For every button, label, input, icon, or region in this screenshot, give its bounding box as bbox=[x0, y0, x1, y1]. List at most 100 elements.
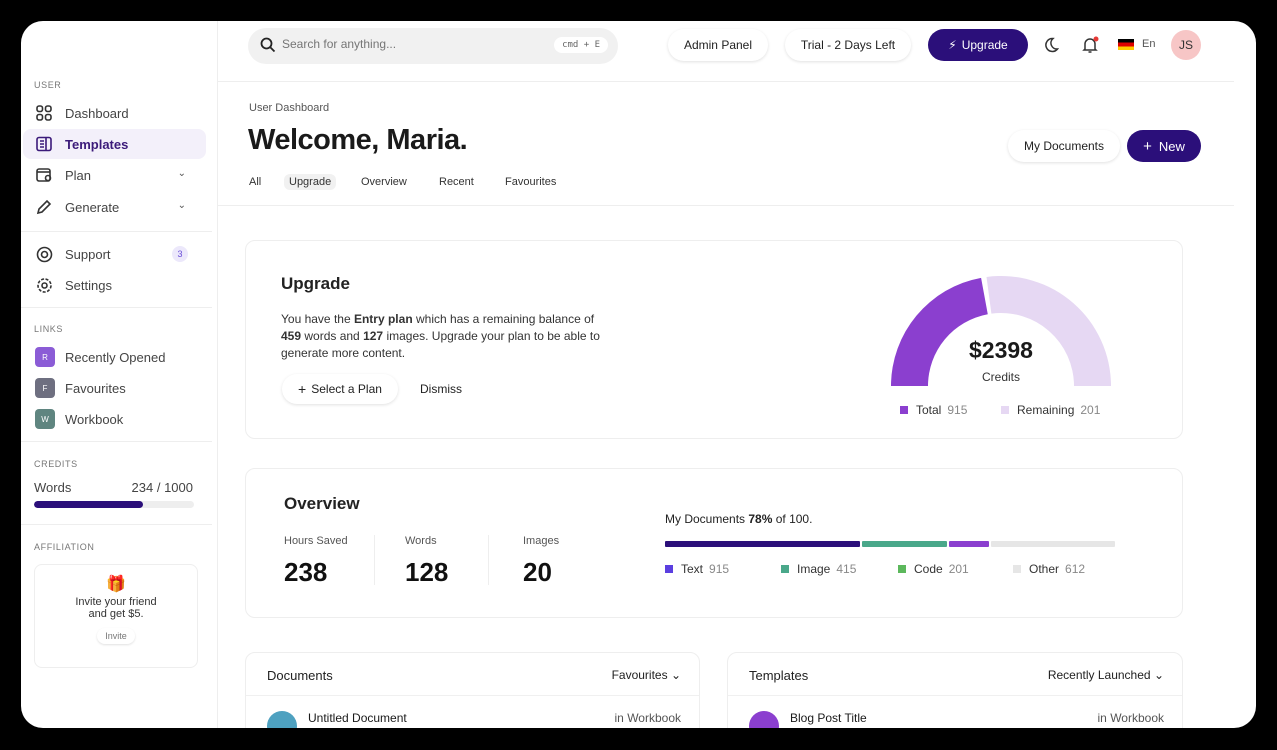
admin-panel-button[interactable]: Admin Panel bbox=[668, 29, 768, 61]
my-documents-button[interactable]: My Documents bbox=[1008, 130, 1120, 162]
count-badge: 3 bbox=[172, 246, 188, 262]
text: generate more content. bbox=[281, 346, 406, 360]
legend-label: Other bbox=[1029, 562, 1060, 576]
sidebar-item-label: Plan bbox=[65, 167, 92, 183]
overview-card: Overview Hours Saved 238 Words 128 Image… bbox=[245, 468, 1183, 618]
chevron-down-icon: ⌄ bbox=[670, 668, 681, 682]
templates-filter-dropdown[interactable]: Recently Launched ⌄ bbox=[1048, 668, 1164, 682]
new-button[interactable]: + New bbox=[1127, 130, 1201, 162]
sidebar: USER Dashboard Templates Plan ⌄ Generate ⌄… bbox=[21, 21, 218, 728]
section-label: CREDITS bbox=[34, 459, 78, 469]
invite-button[interactable]: Invite bbox=[97, 628, 135, 644]
plus-icon: + bbox=[298, 381, 307, 397]
language-selector[interactable]: En bbox=[1142, 38, 1156, 50]
template-location: in Workbook bbox=[1097, 711, 1164, 725]
sidebar-item-label: Dashboard bbox=[65, 105, 129, 121]
grid-icon bbox=[35, 104, 53, 122]
stat-label: Images bbox=[523, 535, 560, 547]
document-icon bbox=[35, 135, 53, 153]
affiliation-text: and get $5. bbox=[88, 608, 144, 620]
link-workbook[interactable]: W Workbook bbox=[23, 404, 206, 434]
tab-overview[interactable]: Overview bbox=[361, 176, 407, 188]
stat-value: 20 bbox=[523, 557, 552, 587]
stat-value: 128 bbox=[405, 557, 449, 587]
legend-swatch bbox=[665, 565, 673, 573]
divider bbox=[21, 524, 212, 525]
text: My Documents bbox=[665, 512, 749, 526]
legend-label: Remaining bbox=[1017, 403, 1075, 417]
gear-icon bbox=[35, 276, 53, 294]
sidebar-item-support[interactable]: Support 3 bbox=[23, 239, 206, 269]
gift-icon: 🎁 bbox=[106, 576, 126, 593]
tab-upgrade[interactable]: Upgrade bbox=[284, 174, 337, 190]
legend-value: 612 bbox=[1065, 562, 1086, 576]
page-title: Welcome, Maria. bbox=[248, 124, 468, 156]
documents-filter-dropdown[interactable]: Favourites ⌄ bbox=[612, 668, 681, 682]
sidebar-item-label: Settings bbox=[65, 277, 112, 293]
moon-icon[interactable] bbox=[1043, 37, 1060, 58]
document-title[interactable]: Untitled Document bbox=[308, 711, 407, 725]
app-window: USER Dashboard Templates Plan ⌄ Generate ⌄… bbox=[21, 21, 1256, 728]
stat-value: 238 bbox=[284, 557, 328, 587]
plus-icon: + bbox=[1143, 137, 1152, 155]
link-avatar: F bbox=[35, 378, 55, 398]
link-recently-opened[interactable]: R Recently Opened bbox=[23, 342, 206, 372]
words-count: 459 bbox=[281, 329, 302, 343]
link-favourites[interactable]: F Favourites bbox=[23, 373, 206, 403]
documents-usage-text: My Documents 78% of 100. bbox=[665, 512, 812, 526]
affiliation-card: 🎁 Invite your friend and get $5. Invite bbox=[34, 564, 198, 668]
sidebar-item-label: Support bbox=[65, 246, 111, 262]
template-avatar bbox=[749, 711, 779, 728]
sidebar-item-generate[interactable]: Generate ⌄ bbox=[23, 192, 206, 222]
legend-code: Code 201 bbox=[898, 562, 969, 576]
chevron-down-icon: ⌄ bbox=[177, 200, 186, 211]
stat-label: Hours Saved bbox=[284, 535, 348, 547]
divider bbox=[246, 695, 699, 696]
usage-segment-image bbox=[862, 541, 947, 547]
usage-segment-other bbox=[990, 541, 1115, 547]
divider bbox=[21, 307, 212, 308]
gauge-value: $2398 bbox=[969, 337, 1033, 363]
credits-progress bbox=[34, 501, 194, 508]
tab-favourites[interactable]: Favourites bbox=[505, 176, 557, 188]
upgrade-button[interactable]: ⚡︎ Upgrade bbox=[928, 29, 1028, 61]
bell-icon[interactable] bbox=[1081, 36, 1099, 59]
upgrade-card: Upgrade You have the Entry plan which ha… bbox=[245, 240, 1183, 439]
legend-value: 915 bbox=[709, 562, 730, 576]
new-label: New bbox=[1158, 138, 1185, 154]
legend-other: Other 612 bbox=[1013, 562, 1085, 576]
filter-label: Favourites bbox=[611, 668, 668, 682]
upgrade-description: You have the Entry plan which has a rema… bbox=[281, 311, 641, 362]
text: which has a remaining balance of bbox=[412, 312, 595, 326]
divider bbox=[21, 231, 212, 232]
sidebar-item-settings[interactable]: Settings bbox=[23, 270, 206, 300]
link-label: Recently Opened bbox=[65, 349, 166, 365]
divider bbox=[21, 441, 212, 442]
chevron-down-icon: ⌄ bbox=[177, 168, 186, 179]
legend-label: Total bbox=[916, 403, 942, 417]
sidebar-item-dashboard[interactable]: Dashboard bbox=[23, 98, 206, 128]
tab-recent[interactable]: Recent bbox=[439, 176, 474, 188]
sidebar-item-templates[interactable]: Templates bbox=[23, 129, 206, 159]
trial-button[interactable]: Trial - 2 Days Left bbox=[785, 29, 911, 61]
legend-value: 201 bbox=[1080, 403, 1101, 417]
search-input[interactable] bbox=[282, 37, 522, 51]
legend-remaining: Remaining 201 bbox=[1001, 403, 1100, 417]
upgrade-label: Upgrade bbox=[961, 38, 1008, 52]
usage-percent: 78% bbox=[748, 512, 773, 526]
legend-value: 415 bbox=[836, 562, 857, 576]
avatar[interactable]: JS bbox=[1171, 30, 1201, 60]
dismiss-button[interactable]: Dismiss bbox=[420, 382, 462, 396]
template-title[interactable]: Blog Post Title bbox=[790, 711, 867, 725]
link-label: Favourites bbox=[65, 380, 126, 396]
gauge-remaining-arc bbox=[986, 276, 1111, 386]
sidebar-item-label: Templates bbox=[65, 136, 129, 152]
section-label: LINKS bbox=[34, 324, 64, 334]
divider bbox=[374, 535, 375, 585]
tab-all[interactable]: All bbox=[249, 176, 262, 188]
select-plan-button[interactable]: + Select a Plan bbox=[282, 374, 398, 404]
link-label: Workbook bbox=[65, 411, 124, 427]
sidebar-item-plan[interactable]: Plan ⌄ bbox=[23, 160, 206, 190]
section-label: AFFILIATION bbox=[34, 542, 95, 552]
search-bar[interactable]: cmd + E bbox=[248, 28, 618, 64]
